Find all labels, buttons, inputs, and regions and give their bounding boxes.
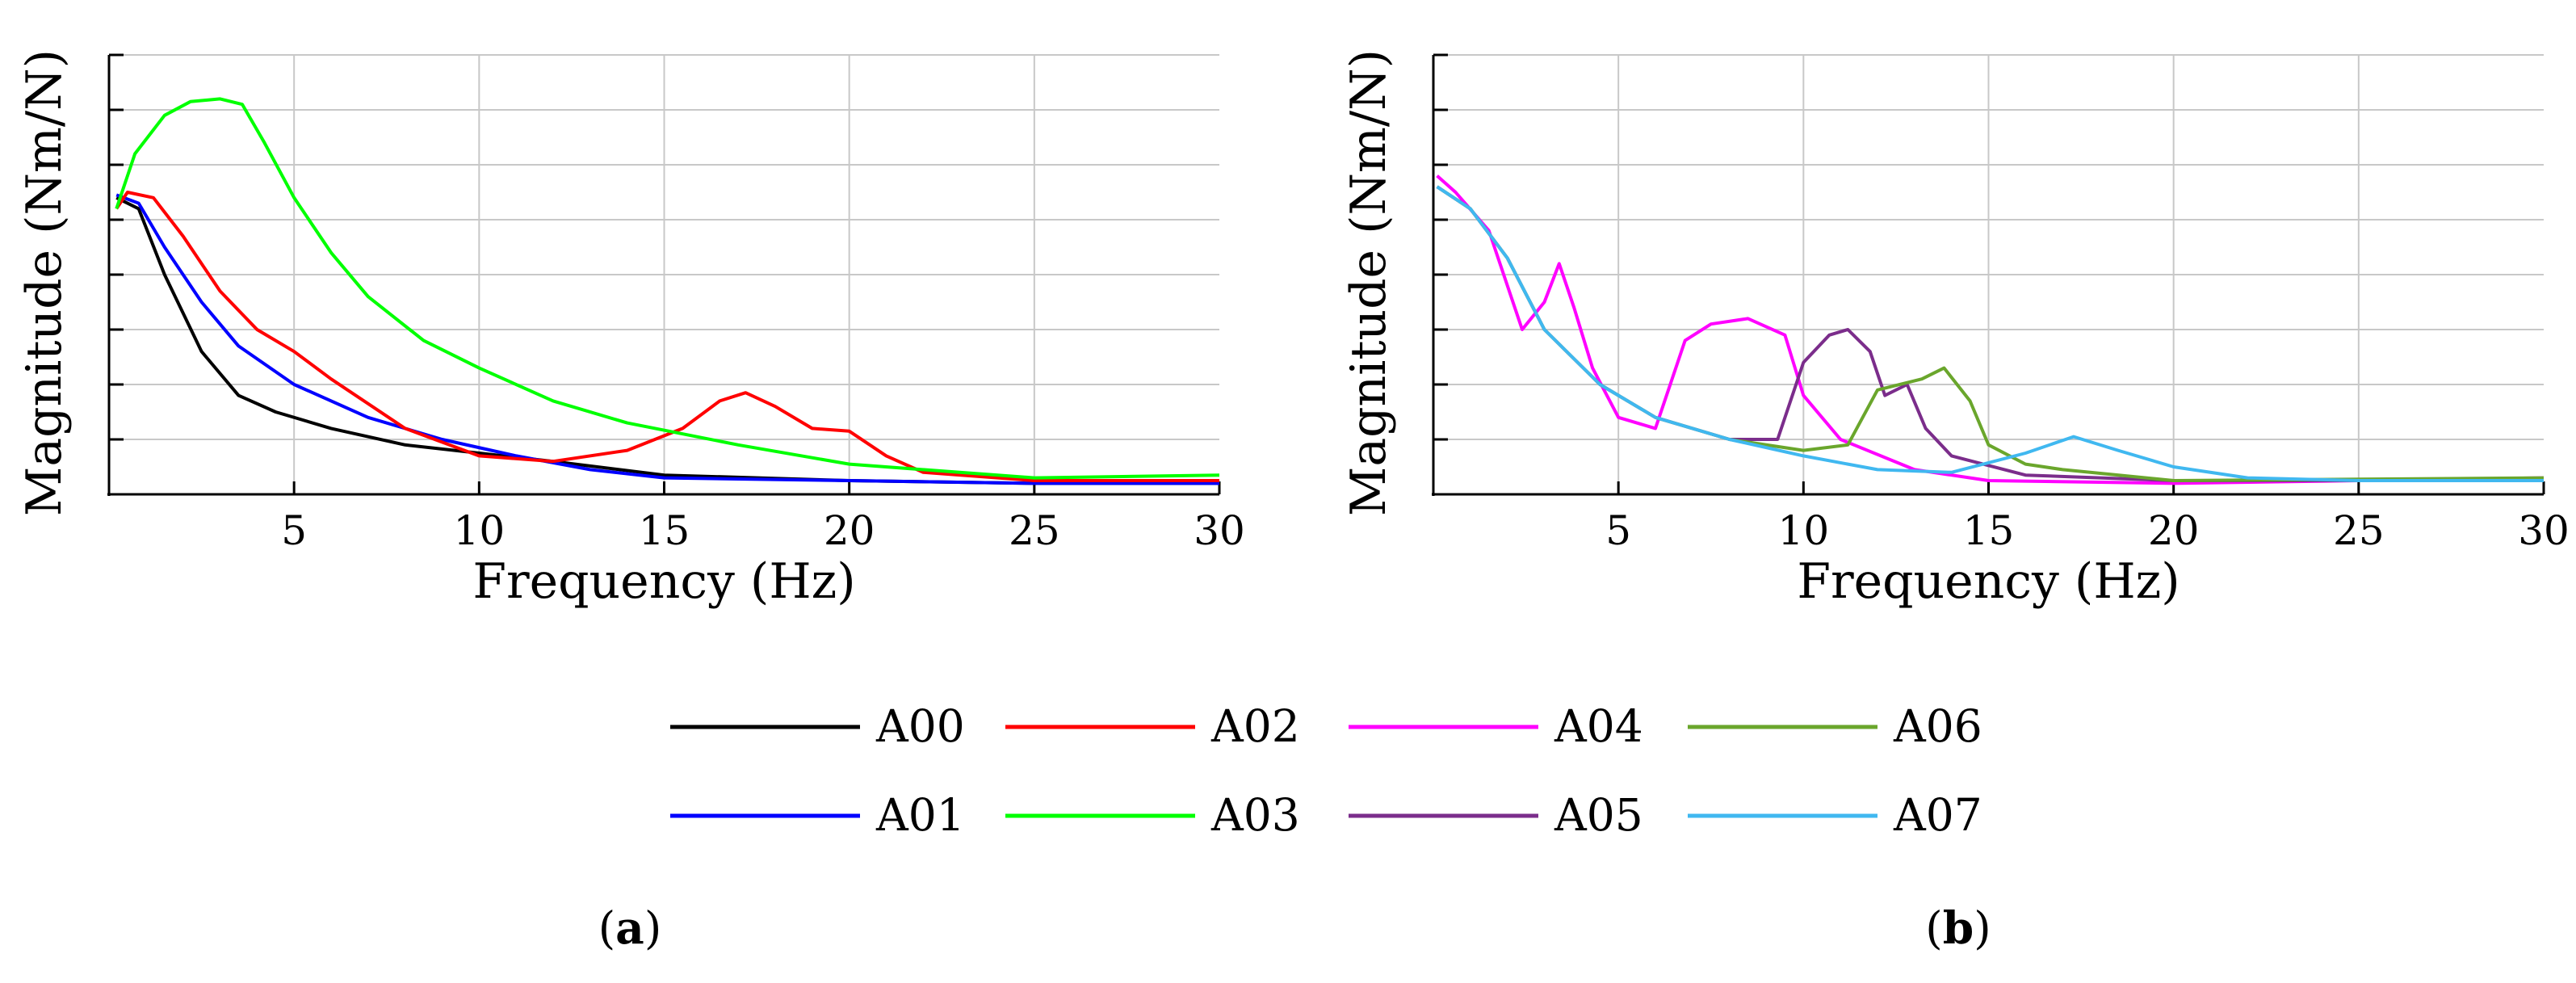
panel-label-b: (b) xyxy=(1925,901,1991,954)
panel-b-series-A06 xyxy=(1436,185,2544,482)
legend-label-A06: A06 xyxy=(1893,700,1982,752)
panel-a-x-tick-label-5: 5 xyxy=(281,507,307,554)
panel-a-series-A03 xyxy=(115,97,1219,480)
panel-label-a-open: ( xyxy=(598,902,615,954)
panel-b-x-axis-label: Frequency (Hz) xyxy=(1797,553,2180,610)
panel-b-x-tick-label-20: 20 xyxy=(2148,507,2200,554)
chart-panel-b: 5 10 15 20 25 30 Frequency (Hz) Magnitude (Nm/N… xyxy=(1340,49,2570,610)
panel-a-series-A02 xyxy=(115,191,1219,482)
panel-label-b-letter: b xyxy=(1943,901,1974,954)
panel-b-series-A07 xyxy=(1436,185,2544,482)
legend-label-A01: A01 xyxy=(875,789,965,841)
panel-label-a-letter: a xyxy=(615,901,644,954)
legend-label-A00: A00 xyxy=(875,700,965,752)
panel-a-y-axis-label: Magnitude (Nm/N) xyxy=(16,49,73,516)
panel-b-x-tick-label-25: 25 xyxy=(2333,507,2385,554)
panel-b-x-tick-label-30: 30 xyxy=(2518,507,2570,554)
panel-a-x-tick-label-10: 10 xyxy=(454,507,506,554)
panel-a-x-axis-label: Frequency (Hz) xyxy=(472,553,855,610)
legend-label-A05: A05 xyxy=(1554,789,1643,841)
panel-b-x-tick-label-5: 5 xyxy=(1605,507,1631,554)
panel-label-a-close: ) xyxy=(644,902,661,954)
panel-label-a: (a) xyxy=(598,901,662,954)
panel-a-series-A00 xyxy=(115,196,1219,485)
legend-label-A04: A04 xyxy=(1554,700,1643,752)
legend-label-A02: A02 xyxy=(1210,700,1300,752)
legend-label-A07: A07 xyxy=(1893,789,1982,841)
panel-b-series-A04 xyxy=(1436,174,2544,485)
panel-b-y-axis-label: Magnitude (Nm/N) xyxy=(1340,49,1397,516)
panel-b-series-A05 xyxy=(1436,185,2544,482)
legend: A00 A02 A04 A06 A01 A03 A05 A07 xyxy=(670,700,1982,841)
panel-label-b-open: ( xyxy=(1925,902,1942,954)
legend-label-A03: A03 xyxy=(1210,789,1300,841)
panel-a-x-tick-label-20: 20 xyxy=(824,507,875,554)
panel-labels: (a) (b) xyxy=(598,901,1991,954)
panel-b-x-tick-label-15: 15 xyxy=(1963,507,2015,554)
chart-panel-a: 5 10 15 20 25 30 Frequency (Hz) Magnitude (Nm/N… xyxy=(16,49,1245,610)
panel-a-x-tick-label-25: 25 xyxy=(1009,507,1060,554)
panel-a-x-tick-label-15: 15 xyxy=(639,507,690,554)
panel-a-x-tick-label-30: 30 xyxy=(1194,507,1245,554)
panel-label-b-close: ) xyxy=(1974,902,1991,954)
panel-b-x-tick-label-10: 10 xyxy=(1778,507,1830,554)
